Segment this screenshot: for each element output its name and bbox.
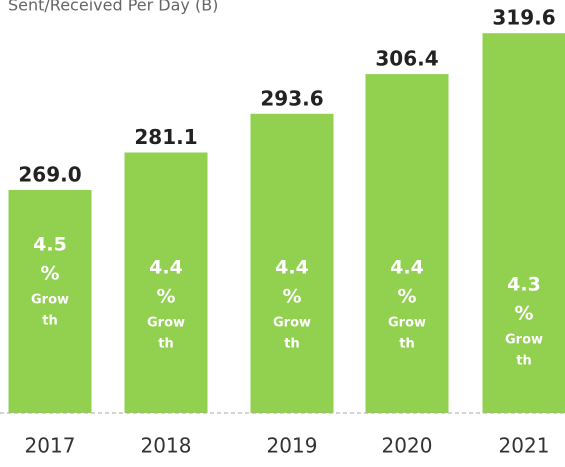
- bar: [365, 74, 449, 414]
- growth-label: 4.4: [275, 257, 309, 279]
- growth-label: th: [158, 337, 173, 352]
- x-tick-label: 2021: [499, 434, 550, 458]
- growth-label: %: [397, 286, 416, 308]
- growth-label: %: [282, 286, 301, 308]
- growth-label: th: [516, 354, 531, 369]
- x-tick-label: 2020: [382, 434, 433, 458]
- bar: [482, 33, 565, 413]
- growth-label: %: [40, 263, 59, 285]
- growth-label: th: [42, 314, 57, 329]
- growth-label: 4.4: [390, 257, 424, 279]
- x-tick-label: 2019: [267, 434, 318, 458]
- growth-label: 4.4: [149, 257, 183, 279]
- growth-label: th: [284, 337, 299, 352]
- growth-label: %: [514, 303, 533, 325]
- growth-label: 4.3: [507, 274, 541, 296]
- value-label: 319.6: [492, 6, 555, 30]
- growth-label: Grow: [273, 316, 311, 331]
- growth-label: Grow: [505, 333, 543, 348]
- value-label: 281.1: [134, 125, 197, 149]
- x-tick-label: 2017: [25, 434, 76, 458]
- growth-label: Grow: [388, 316, 426, 331]
- value-label: 269.0: [18, 162, 81, 186]
- growth-label: Grow: [31, 293, 69, 308]
- chart-title: Sent/Received Per Day (B): [8, 0, 218, 15]
- bar: [250, 113, 334, 413]
- growth-label: th: [399, 337, 414, 352]
- value-label: 293.6: [260, 86, 323, 110]
- bar: [8, 189, 92, 413]
- growth-label: %: [156, 286, 175, 308]
- growth-label: 4.5: [33, 234, 67, 256]
- x-tick-label: 2018: [141, 434, 192, 458]
- bar: [124, 152, 208, 413]
- value-label: 306.4: [375, 47, 438, 71]
- growth-label: Grow: [147, 316, 185, 331]
